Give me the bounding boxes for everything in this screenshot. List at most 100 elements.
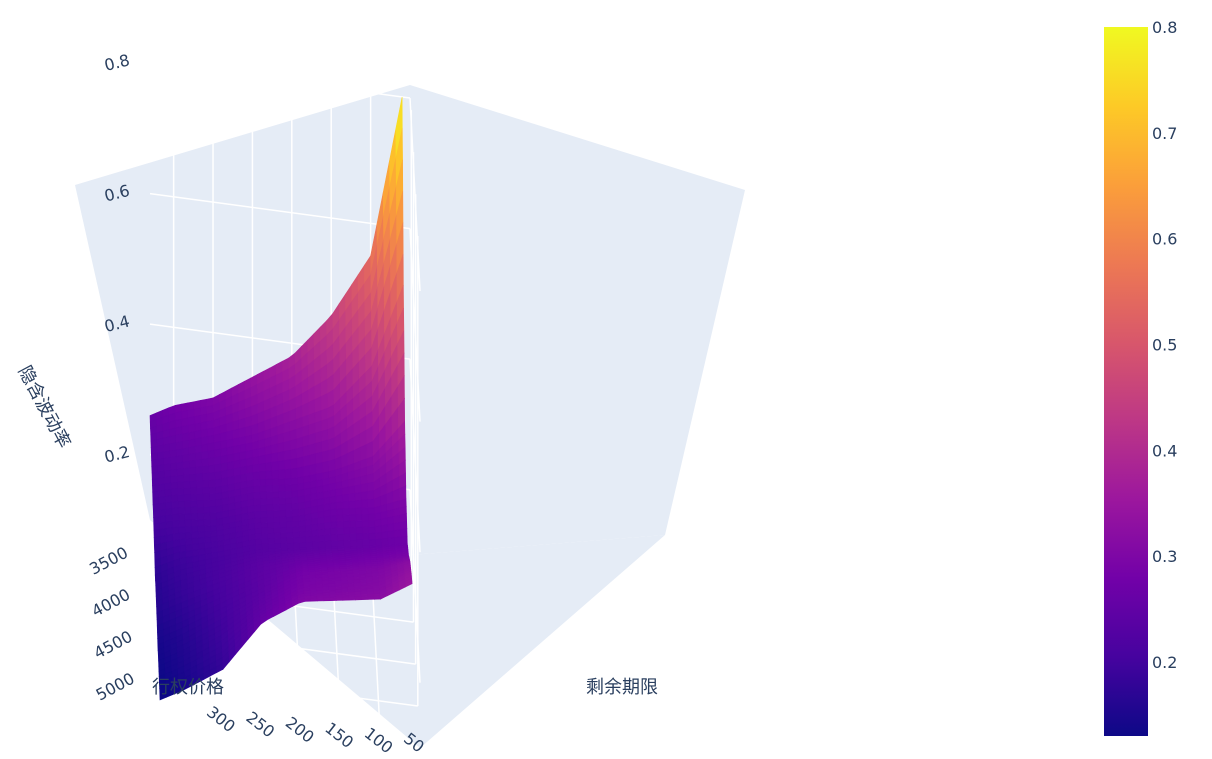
surface-patch xyxy=(259,470,267,480)
surface-patch xyxy=(303,587,311,592)
surface-patch xyxy=(284,484,293,492)
surface-patch xyxy=(152,490,160,499)
surface-patch xyxy=(201,450,209,460)
surface-patch xyxy=(346,573,355,578)
surface-patch xyxy=(298,525,307,533)
surface-patch xyxy=(279,516,287,523)
surface-patch xyxy=(261,543,270,550)
surface-patch xyxy=(368,526,376,534)
strike-axis-title: 行权价格 xyxy=(152,677,224,698)
surface-patch xyxy=(203,525,212,533)
surface-patch xyxy=(349,533,358,541)
surface-patch xyxy=(260,517,268,524)
surface-patch xyxy=(191,525,199,533)
surface-patch xyxy=(366,585,374,590)
surface-patch xyxy=(324,540,333,548)
surface-patch xyxy=(290,448,298,460)
surface-patch xyxy=(347,583,355,588)
surface-patch xyxy=(163,457,171,466)
surface-patch xyxy=(191,531,199,539)
surface-patch xyxy=(165,514,173,523)
surface-patch xyxy=(315,574,323,579)
surface-patch xyxy=(158,496,166,505)
surface-patch xyxy=(343,527,351,535)
surface-patch xyxy=(266,491,274,499)
surface-patch xyxy=(265,453,273,464)
surface-patch xyxy=(254,522,262,530)
surface-patch xyxy=(341,583,349,588)
surface-patch xyxy=(280,543,288,550)
surface-patch xyxy=(312,541,320,549)
surface-patch xyxy=(375,531,383,540)
surface-patch xyxy=(261,527,269,534)
surface-patch xyxy=(355,526,364,535)
surface-patch xyxy=(400,528,408,538)
surface-patch xyxy=(260,504,268,512)
surface-patch xyxy=(303,464,311,477)
surface-patch xyxy=(254,527,263,535)
surface-patch xyxy=(204,530,212,538)
surface-patch xyxy=(189,459,197,469)
surface-patch xyxy=(367,490,375,501)
surface-patch xyxy=(340,570,348,575)
surface-patch xyxy=(283,440,291,452)
surface-patch xyxy=(177,494,185,502)
surface-patch xyxy=(203,506,211,514)
surface-patch xyxy=(184,500,192,508)
surface-patch xyxy=(196,493,204,502)
surface-patch xyxy=(293,542,301,549)
surface-patch xyxy=(367,507,376,515)
surface-patch xyxy=(346,570,354,575)
surface-patch xyxy=(255,533,263,540)
surface-patch xyxy=(278,497,287,505)
strike-tick-label: 5000 xyxy=(93,669,138,705)
surface-patch xyxy=(189,466,197,476)
surface-patch xyxy=(348,485,356,495)
maturity-tick-label: 150 xyxy=(321,718,357,752)
surface-patch xyxy=(164,482,172,491)
surface-patch xyxy=(280,532,288,539)
surface-patch xyxy=(272,478,280,486)
surface-patch xyxy=(152,484,160,493)
surface-patch xyxy=(322,583,330,588)
surface-patch xyxy=(196,487,204,495)
colorbar-tick-label: 0.4 xyxy=(1152,441,1177,460)
z-tick-label: 0.8 xyxy=(102,50,131,75)
surface-patch xyxy=(158,477,166,486)
surface-patch xyxy=(286,537,295,544)
surface-patch xyxy=(335,487,343,497)
surface-patch xyxy=(286,527,294,534)
surface-patch xyxy=(330,527,338,536)
surface-patch xyxy=(190,494,198,502)
surface-patch xyxy=(360,585,368,590)
surface-patch xyxy=(342,493,350,503)
surface-patch xyxy=(279,521,288,529)
surface-patch xyxy=(308,571,316,576)
surface-patch xyxy=(330,514,338,523)
surface-patch xyxy=(159,521,167,530)
surface-patch xyxy=(355,507,363,516)
surface-patch xyxy=(185,532,193,540)
surface-patch xyxy=(178,526,186,534)
surface-patch xyxy=(265,485,274,493)
surface-patch xyxy=(197,531,206,539)
colorbar-tick-label: 0.8 xyxy=(1152,18,1177,37)
surface-patch xyxy=(318,535,326,543)
surface-patch xyxy=(261,533,269,540)
surface-patch xyxy=(164,476,172,485)
surface-patch xyxy=(309,578,317,583)
surface-patch xyxy=(321,571,329,576)
surface-patch xyxy=(361,507,369,515)
surface-patch xyxy=(299,536,307,544)
surface-patch xyxy=(302,575,310,580)
surface-patch xyxy=(293,537,301,544)
surface-patch xyxy=(183,487,191,496)
strike-tick-label: 4000 xyxy=(88,585,133,621)
surface-patch xyxy=(278,469,286,480)
surface-patch xyxy=(292,521,300,528)
surface-patch xyxy=(165,508,173,517)
surface-patch xyxy=(375,538,383,547)
maturity-tick-label: 250 xyxy=(243,708,279,742)
surface-patch xyxy=(172,513,180,522)
